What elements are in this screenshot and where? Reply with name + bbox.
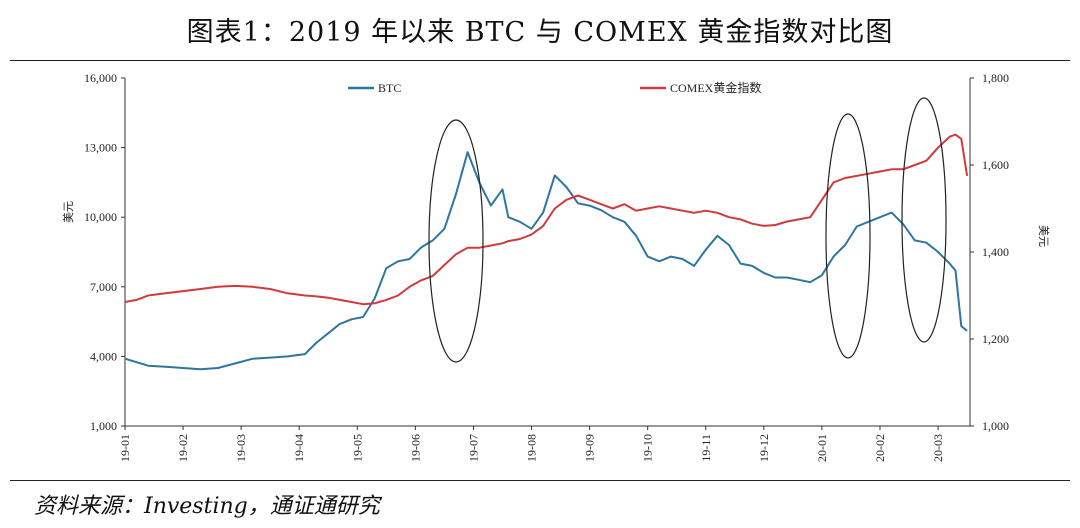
x-tick-label: 20-01 [815, 434, 829, 462]
bottom-rule [10, 480, 1070, 481]
x-tick-label: 19-01 [118, 434, 132, 462]
x-tick-label: 19-05 [350, 434, 364, 462]
x-tick-label: 20-03 [931, 434, 945, 462]
x-tick-label: 19-12 [757, 434, 771, 462]
series-line-btc [124, 151, 968, 371]
y-tick-label-left: 10,000 [84, 210, 117, 224]
y-axis-label-right: 美元 [1037, 225, 1050, 247]
x-tick-label: 19-11 [699, 434, 713, 462]
x-tick-label: 19-09 [583, 434, 597, 462]
x-tick-label: 19-02 [176, 434, 190, 462]
y-tick-label-left: 4,000 [90, 349, 117, 363]
annotation-ellipse [901, 97, 947, 343]
series-line-comex-gold [124, 133, 969, 306]
x-tick-label: 19-03 [234, 434, 248, 462]
chart-title: 图表1：2019 年以来 BTC 与 COMEX 黄金指数对比图 [186, 17, 894, 48]
legend-label: COMEX黄金指数 [670, 80, 761, 95]
legend: BTC COMEX黄金指数 [348, 80, 761, 95]
y-tick-label-left: 7,000 [90, 280, 117, 294]
y-tick-label-right: 1,400 [982, 245, 1009, 259]
x-tick-label: 19-07 [466, 434, 480, 462]
y-tick-label-left: 16,000 [84, 71, 117, 85]
y-tick-label-left: 1,000 [90, 419, 117, 433]
x-tick-label: 19-06 [408, 434, 422, 462]
annotation-ellipse [428, 119, 484, 363]
annotation-ellipse [825, 113, 871, 359]
annotation-ellipses [428, 97, 947, 363]
source-note: 资料来源：Investing，通证通研究 [34, 494, 380, 519]
legend-label: BTC [378, 81, 401, 95]
y-tick-label-right: 1,200 [982, 332, 1009, 346]
x-tick-label: 19-10 [641, 434, 655, 462]
y-tick-label-right: 1,800 [982, 71, 1009, 85]
x-tick-label: 20-02 [873, 434, 887, 462]
x-tick-label: 19-08 [525, 434, 539, 462]
y-tick-label-left: 13,000 [84, 141, 117, 155]
axes: 1,000 4,000 7,000 10,000 13,000 16,000 1,000 1,… [62, 71, 1050, 462]
y-tick-label-right: 1,000 [982, 419, 1009, 433]
top-rule [10, 60, 1070, 61]
y-axis-label-left: 美元 [62, 201, 75, 223]
x-tick-label: 19-04 [292, 434, 306, 462]
series-layer [124, 133, 969, 371]
y-tick-label-right: 1,600 [982, 158, 1009, 172]
